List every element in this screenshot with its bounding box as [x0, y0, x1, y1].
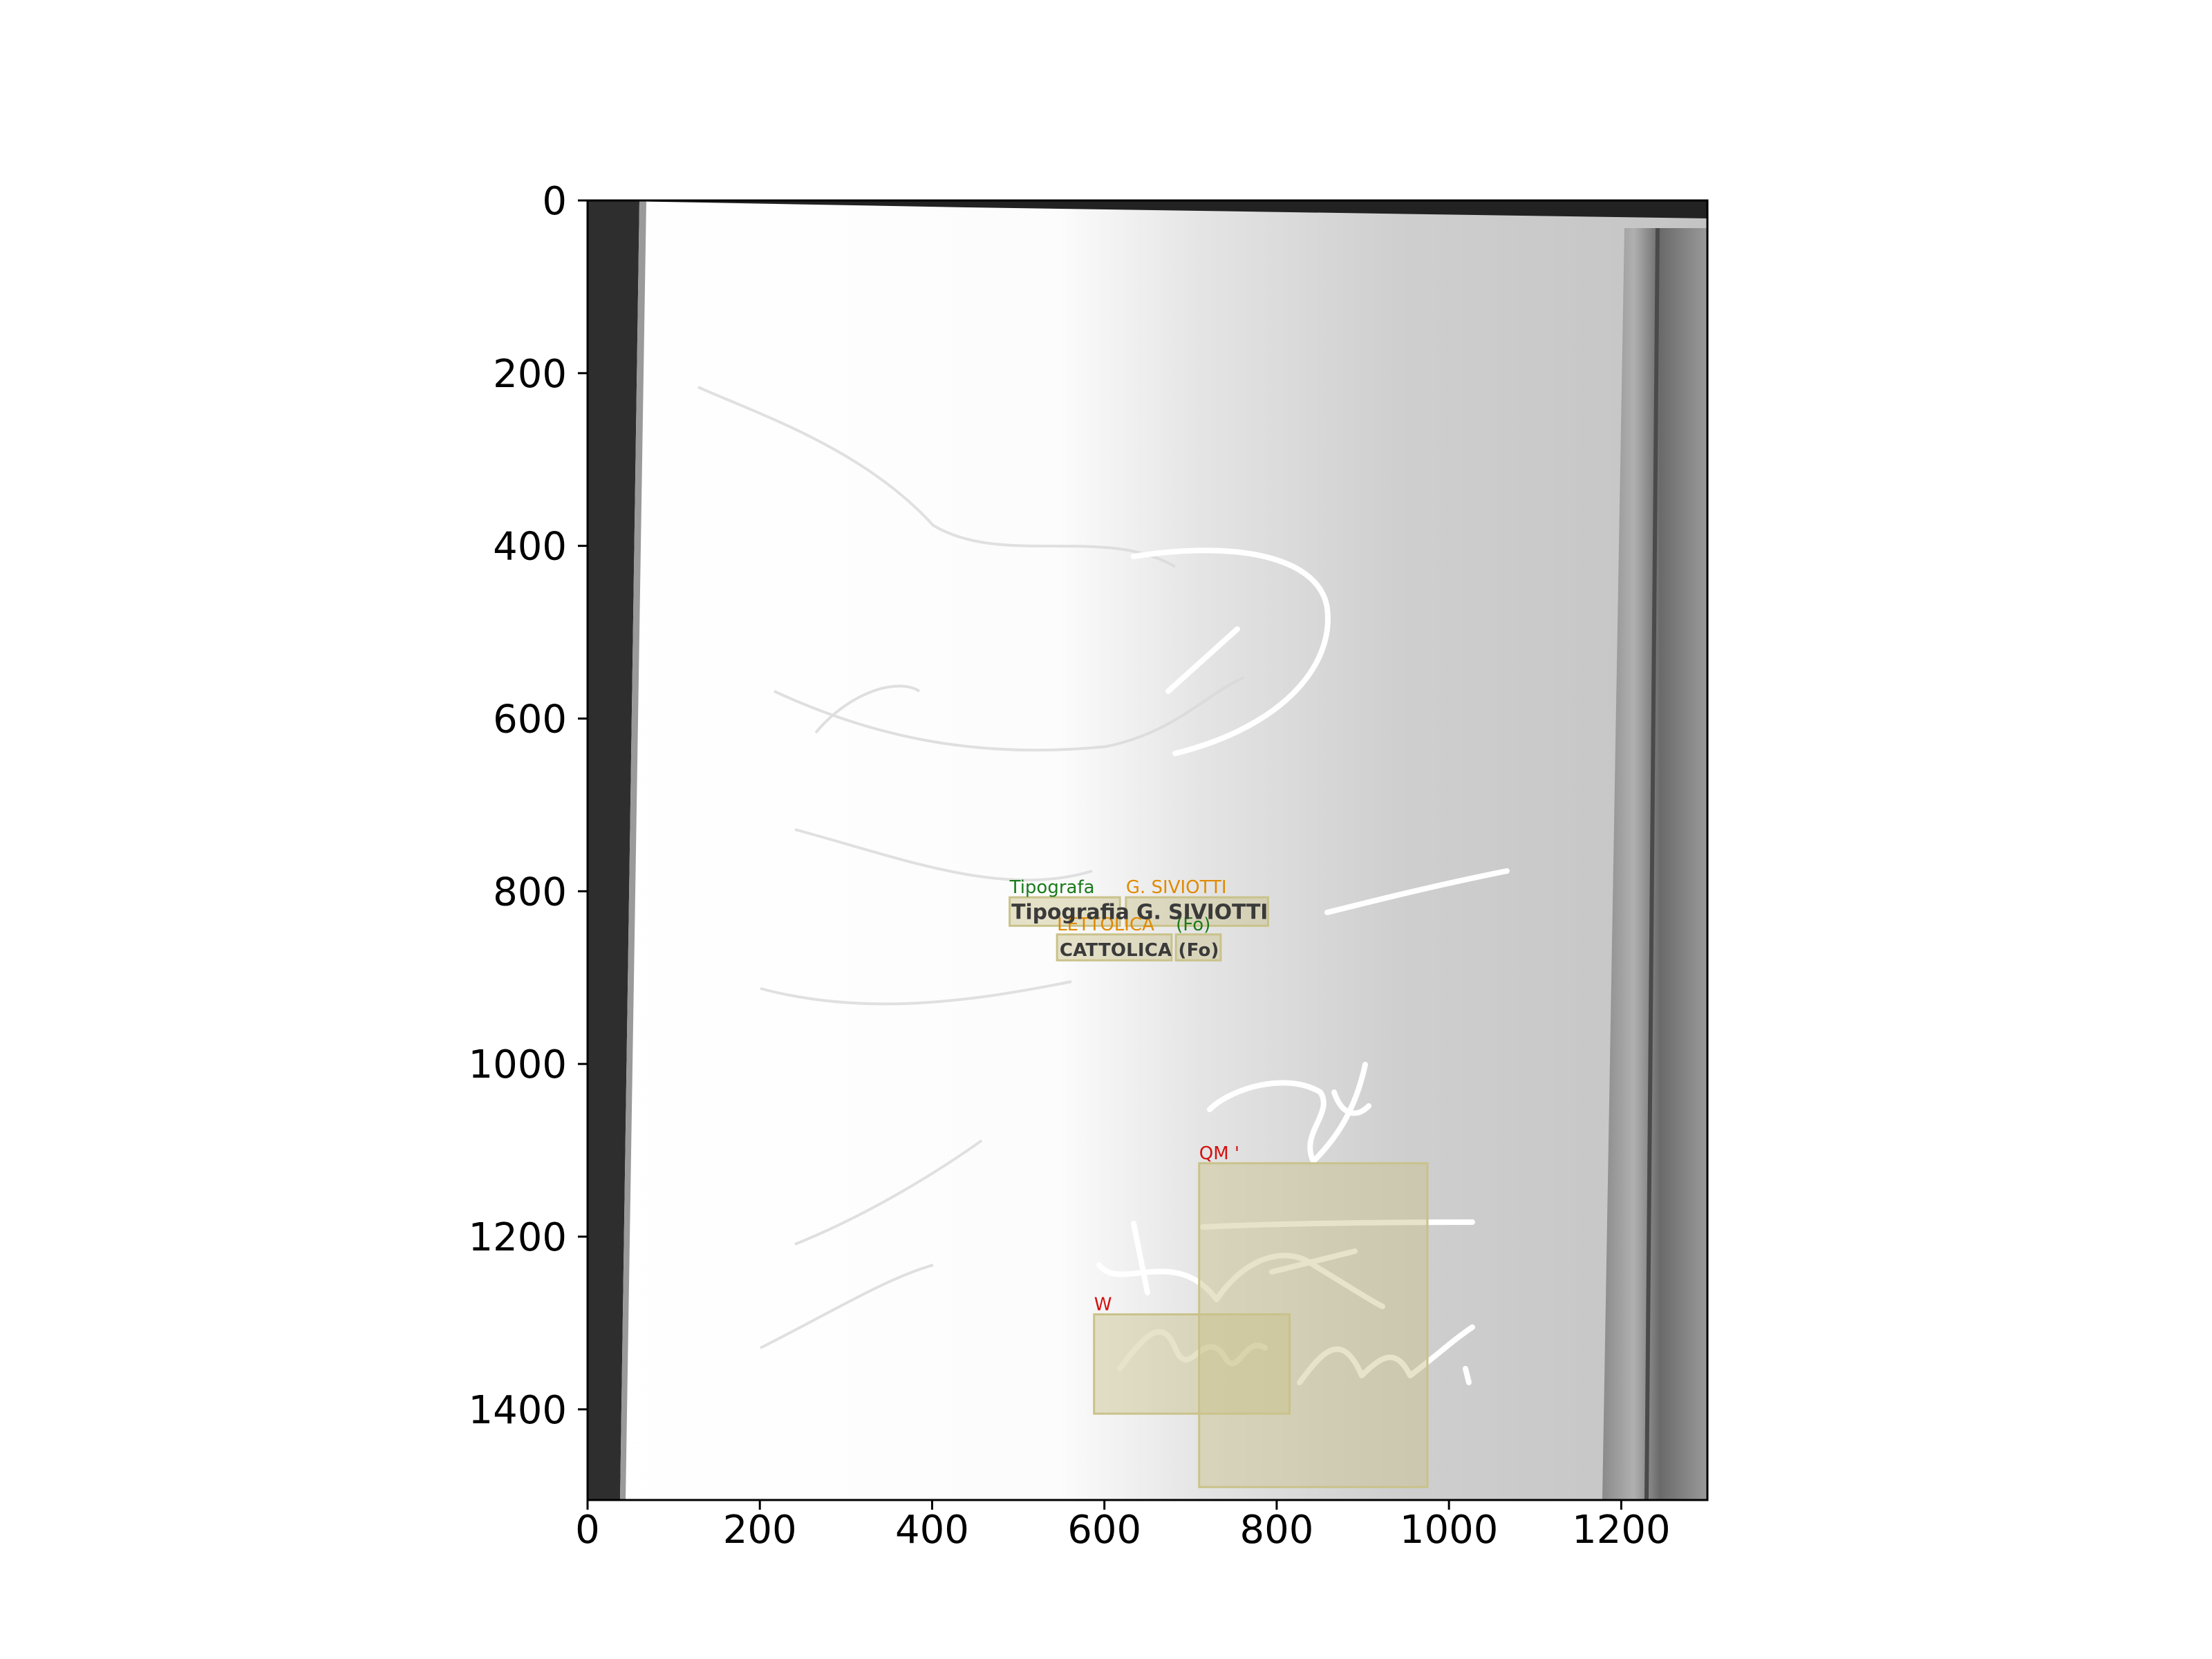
annotation-rect	[1198, 1162, 1429, 1488]
y-tick-label: 600	[493, 697, 567, 742]
x-tick-label: 0	[575, 1508, 600, 1553]
y-tick-label: 1200	[468, 1215, 567, 1260]
axes-frame	[586, 199, 1709, 1501]
x-tick-label: 400	[895, 1508, 969, 1553]
y-tick-label: 1400	[468, 1388, 567, 1433]
x-tick-label: 800	[1239, 1508, 1313, 1553]
document-scan	[588, 200, 1707, 1500]
annotation-layer: Tipografa G. SIVIOTTI LETTOLICA (Fo) QM ' W Ti…	[1009, 877, 1429, 1488]
y-tick-label: 200	[493, 352, 567, 397]
printed-line-1: Tipografia G. SIVIOTTI	[1011, 900, 1268, 924]
annotation-rect	[1056, 933, 1173, 962]
x-tick-label: 1200	[1572, 1508, 1671, 1553]
x-axis: 0 200 400 600 800 1000 1200	[575, 1500, 1671, 1553]
annotation-box: Tipografa	[1009, 877, 1121, 927]
annotation-label: (Fo)	[1176, 915, 1210, 935]
printed-line-2: CATTOLICA (Fo)	[1060, 940, 1219, 961]
x-tick-label: 200	[723, 1508, 797, 1553]
y-tick-label: 800	[493, 870, 567, 915]
y-tick-label: 1000	[468, 1042, 567, 1087]
annotation-label: Tipografa	[1009, 877, 1095, 898]
annotation-box: QM '	[1198, 1143, 1429, 1488]
annotation-rect	[1125, 896, 1269, 927]
y-axis: 0 200 400 600 800 1000 1200 1400	[468, 179, 588, 1433]
annotation-box: LETTOLICA	[1056, 915, 1173, 962]
annotation-label: W	[1094, 1294, 1112, 1315]
annotation-rect	[1174, 933, 1222, 962]
annotation-box: W	[1093, 1294, 1291, 1415]
annotation-box: G. SIVIOTTI	[1125, 877, 1269, 927]
annotation-label: LETTOLICA	[1057, 915, 1154, 935]
x-tick-label: 600	[1067, 1508, 1141, 1553]
annotation-rect	[1009, 896, 1121, 927]
annotation-label: QM '	[1199, 1143, 1239, 1164]
annotation-rect	[1093, 1313, 1291, 1415]
annotation-box: (Fo)	[1174, 915, 1222, 962]
annotation-label: G. SIVIOTTI	[1126, 877, 1227, 898]
y-tick-label: 400	[493, 525, 567, 570]
y-tick-label: 0	[542, 179, 567, 224]
x-tick-label: 1000	[1400, 1508, 1499, 1553]
